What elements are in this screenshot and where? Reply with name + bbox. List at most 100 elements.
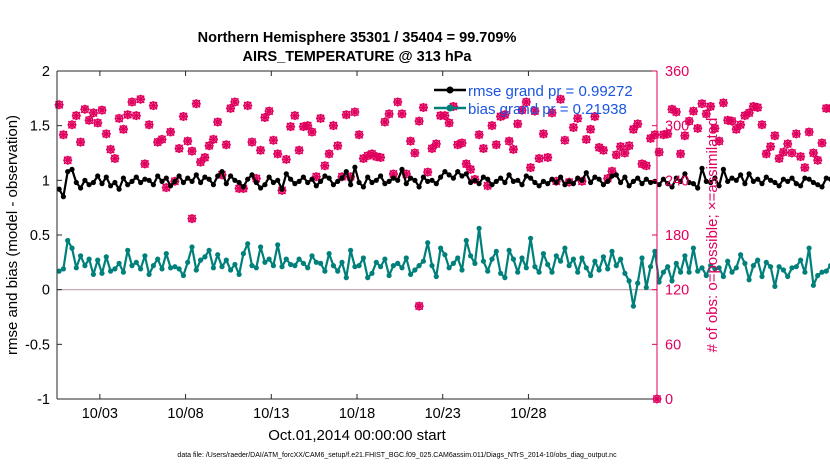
bias-point <box>240 251 246 257</box>
legend-rmse-marker <box>446 86 454 94</box>
bias-point <box>56 268 62 274</box>
bias-point <box>288 261 294 268</box>
rmse-point <box>159 178 165 184</box>
rmse-point <box>429 177 435 183</box>
bias-point <box>626 278 632 284</box>
obs-assimilated-marker <box>127 97 137 107</box>
obs-assimilated-marker <box>183 136 193 146</box>
rmse-point <box>373 177 379 183</box>
bias-point <box>750 263 757 269</box>
bias-point <box>343 275 349 281</box>
obs-assimilated-marker <box>693 123 703 133</box>
bias-point <box>86 256 92 262</box>
bias-point <box>725 258 731 264</box>
obs-assimilated-marker <box>513 119 523 129</box>
obs-assimilated-marker <box>354 130 364 140</box>
rmse-point <box>262 182 268 188</box>
obs-assimilated-marker <box>496 112 506 122</box>
data-file-footer: data file: /Users/raeder/DAI/ATM_forcXX/… <box>177 452 617 459</box>
rmse-point <box>498 175 504 181</box>
bias-point <box>253 265 259 271</box>
rmse-point <box>206 176 212 182</box>
rmse-point <box>270 179 276 186</box>
x-tick-label: 10/03 <box>82 406 118 422</box>
obs-assimilated-marker <box>620 148 630 158</box>
rmse-point <box>120 175 126 181</box>
bias-point <box>168 265 174 271</box>
rmse-point <box>566 178 572 184</box>
bias-point <box>699 265 705 271</box>
rmse-point <box>806 176 812 182</box>
bias-point <box>540 251 547 257</box>
bias-point <box>125 247 131 253</box>
bias-point <box>695 268 701 274</box>
obs-assimilated-marker <box>178 112 188 122</box>
obs-assimilated-marker <box>268 135 278 145</box>
rmse-point <box>73 179 79 186</box>
obs-assimilated-marker <box>530 106 540 116</box>
bias-point <box>600 254 607 260</box>
bias-point <box>562 245 568 251</box>
bias-point <box>583 265 589 271</box>
obs-assimilated-marker <box>221 140 231 150</box>
bias-point <box>630 303 637 309</box>
rmse-point <box>219 169 225 175</box>
bias-point <box>99 270 105 276</box>
rmse-point <box>455 169 461 175</box>
bias-point <box>390 263 396 269</box>
bias-point <box>133 259 139 265</box>
rmse-point <box>763 174 769 180</box>
rmse-point <box>660 176 667 182</box>
bias-point <box>275 242 281 248</box>
obs-assimilated-marker <box>157 134 167 144</box>
rmse-point <box>193 172 199 178</box>
obs-assimilated-marker <box>573 113 583 123</box>
bias-point <box>116 260 122 266</box>
obs-assimilated-marker <box>688 106 698 116</box>
rmse-point <box>296 178 302 184</box>
bias-point <box>352 264 358 270</box>
bias-point <box>223 257 229 263</box>
rmse-point <box>279 186 285 192</box>
rmse-point <box>103 174 109 180</box>
bias-point <box>686 269 692 275</box>
bias-point <box>65 237 71 244</box>
bias-point <box>468 253 474 259</box>
bias-point <box>369 270 375 276</box>
obs-assimilated-marker <box>556 94 566 104</box>
obs-assimilated-marker <box>316 113 326 123</box>
obs-assimilated-marker <box>333 141 343 151</box>
obs-assimilated-marker <box>761 149 771 159</box>
obs-assimilated-marker <box>376 153 386 163</box>
obs-assimilated-marker <box>208 134 218 144</box>
rmse-point <box>678 178 684 184</box>
bias-point <box>408 271 414 277</box>
obs-assimilated-marker <box>590 112 600 122</box>
obs-assimilated-marker <box>543 153 553 163</box>
obs-assimilated-marker <box>200 153 210 163</box>
bias-point <box>425 240 431 246</box>
obs-assimilated-marker <box>641 161 651 171</box>
obs-assimilated-marker <box>114 113 124 123</box>
bias-point <box>510 256 516 262</box>
obs-assimilated-marker <box>414 301 424 311</box>
bias-point <box>493 248 499 254</box>
rmse-point <box>348 182 354 188</box>
bias-point <box>69 245 75 251</box>
rmse-point <box>330 182 336 188</box>
obs-assimilated-marker <box>71 111 81 121</box>
rmse-point <box>150 182 156 188</box>
rmse-point <box>575 175 581 181</box>
bias-point <box>566 263 572 269</box>
x-tick-label: 10/08 <box>167 406 203 422</box>
obs-assimilated-marker <box>753 102 763 112</box>
obs-assimilated-marker <box>136 94 146 104</box>
obs-assimilated-marker <box>350 107 360 117</box>
bias-point <box>549 269 555 275</box>
rmse-point <box>742 181 748 187</box>
rmse-point <box>369 179 375 186</box>
obs-assimilated-marker <box>667 104 677 114</box>
rmse-point <box>626 183 632 189</box>
y2-tick-label: 180 <box>665 228 689 244</box>
rmse-point <box>643 176 649 182</box>
